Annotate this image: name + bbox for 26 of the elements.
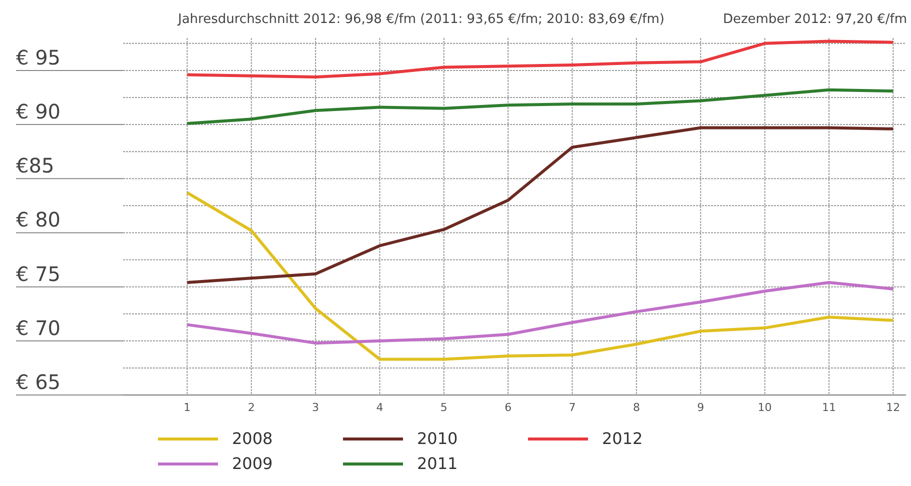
y-tick-label: € 80 — [16, 208, 61, 232]
legend-label: 2012 — [602, 429, 643, 448]
y-tick-label: € 75 — [16, 262, 61, 286]
legend-label: 2010 — [417, 429, 458, 448]
x-tick-label: 2 — [248, 400, 255, 414]
y-tick-label: €85 — [16, 154, 54, 178]
x-tick-label: 8 — [632, 400, 640, 414]
x-tick-label: 5 — [440, 400, 448, 414]
legend-label: 2011 — [417, 454, 458, 473]
legend-label: 2008 — [232, 429, 273, 448]
x-tick-label: 3 — [312, 400, 320, 414]
legend-label: 2009 — [232, 454, 273, 473]
y-tick-label: € 70 — [16, 316, 61, 340]
text: Dezember 2012: 97,20 €/fm — [722, 12, 907, 27]
y-tick-label: € 65 — [16, 370, 61, 394]
x-tick-label: 9 — [697, 400, 704, 414]
x-tick-label: 12 — [886, 400, 900, 414]
text: Jahresdurchschnitt 2012: 96,98 €/fm (2011: 93,65 €/fm; 2010: 83,69 €/fm) — [178, 12, 664, 27]
x-tick-label: 6 — [504, 400, 512, 414]
x-tick-label: 7 — [568, 400, 576, 414]
x-tick-label: 4 — [376, 400, 384, 414]
x-tick-label: 10 — [758, 400, 772, 414]
x-tick-label: 1 — [184, 400, 191, 414]
y-tick-label: € 95 — [16, 45, 61, 70]
x-tick-label: 11 — [822, 400, 836, 414]
y-tick-label: € 90 — [16, 100, 61, 124]
